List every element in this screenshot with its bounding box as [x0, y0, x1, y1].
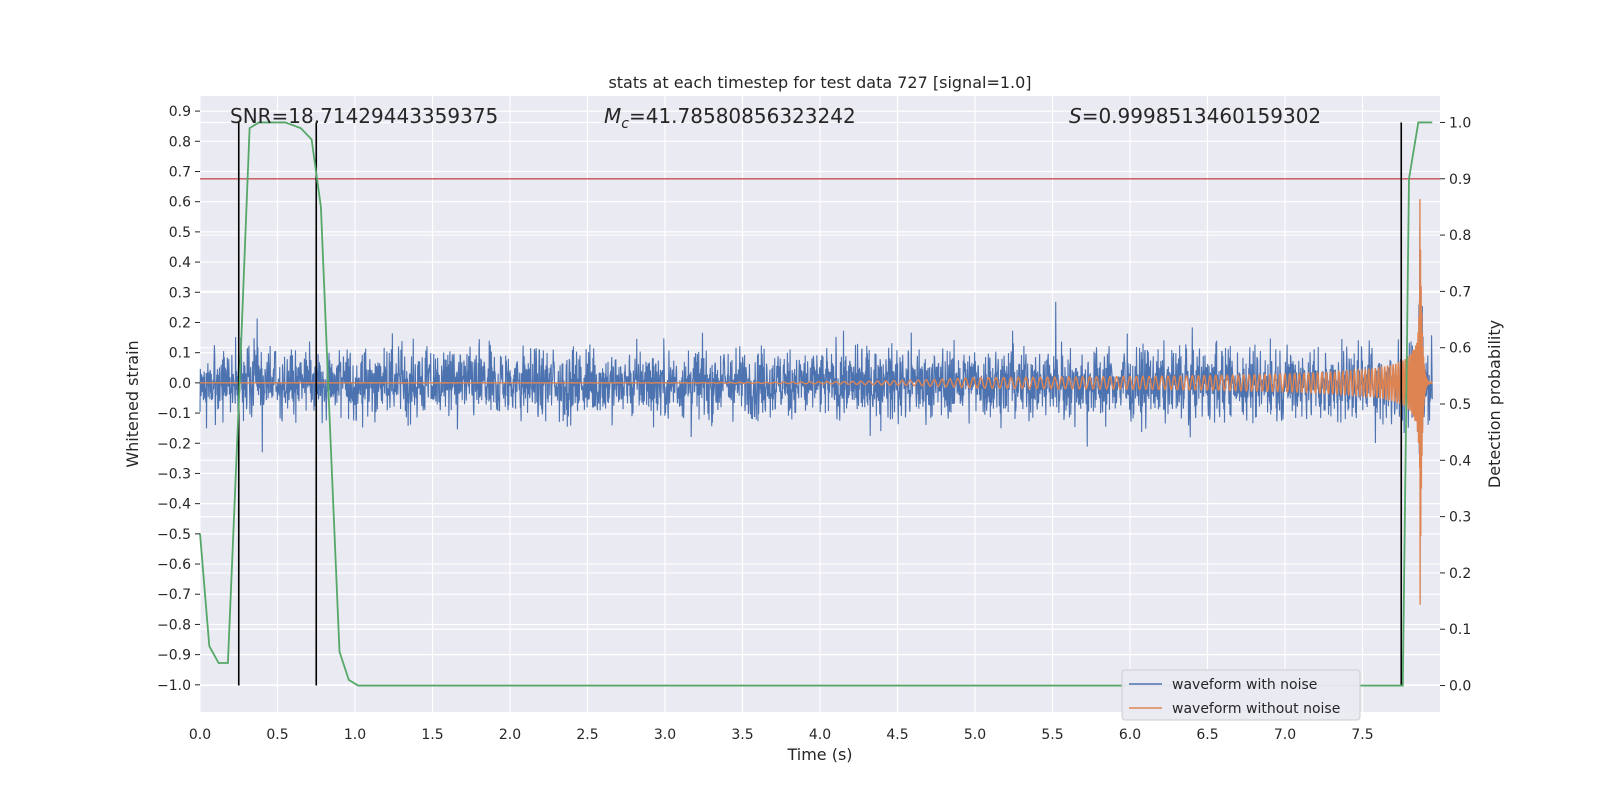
y-tick-label: −0.1: [157, 406, 191, 422]
x-tick-label: 3.0: [654, 727, 676, 743]
y2-tick-label: 0.4: [1449, 453, 1471, 469]
x-axis-label: Time (s): [786, 745, 852, 764]
chirp-mass-subscript: c: [621, 116, 629, 132]
x-tick-label: 7.5: [1351, 727, 1373, 743]
x-tick-label: 1.0: [344, 727, 366, 743]
x-tick-label: 5.0: [964, 727, 986, 743]
y-tick-label: −0.5: [157, 527, 191, 543]
y-tick-label: 0.4: [169, 255, 191, 271]
y-tick-label: −0.9: [157, 648, 191, 664]
y-tick-label: −0.2: [157, 436, 191, 452]
x-tick-label: 0.5: [266, 727, 288, 743]
y-tick-label: 0.8: [169, 134, 191, 150]
x-tick-labels: 0.0 0.5 1.0 1.5 2.0 2.5 3.0 3.5 4.0 4.5 5.0 5.5 6.0 6…: [189, 727, 1374, 743]
chirp-mass-value: =41.78580856323242: [629, 104, 856, 128]
chirp-mass-annotation: Mc=41.78580856323242: [604, 104, 856, 132]
x-tick-label: 5.5: [1041, 727, 1063, 743]
y-axis-label: Whitened strain: [123, 340, 142, 467]
noisy-waveform-line: [199, 224, 1433, 478]
x-tick-label: 4.0: [809, 727, 831, 743]
y2-tick-label: 1.0: [1449, 115, 1471, 131]
y2-tick-label: 0.2: [1449, 566, 1471, 582]
y2-tick-label: 0.6: [1449, 341, 1471, 357]
significance-symbol: S: [1069, 104, 1082, 128]
x-tick-label: 6.5: [1196, 727, 1218, 743]
y-tick-label: −1.0: [157, 678, 191, 694]
y2-tick-label: 0.8: [1449, 228, 1471, 244]
legend-label-clean: waveform without noise: [1172, 701, 1340, 717]
significance-value: =0.9998513460159302: [1082, 104, 1321, 128]
probability-line: [199, 121, 1433, 687]
y2-tick-label: 0.5: [1449, 397, 1471, 413]
chirp-mass-symbol: M: [604, 104, 621, 128]
x-tick-label: 1.5: [421, 727, 443, 743]
y2-tick-label: 0.3: [1449, 510, 1471, 526]
x-tick-label: 3.5: [731, 727, 753, 743]
y-tick-label: −0.6: [157, 557, 191, 573]
clean-waveform-line: [200, 199, 1433, 605]
y-tick-label: 0.9: [169, 104, 191, 120]
series-waveform-with-noise: [199, 224, 1433, 478]
y2-tick-label: 0.1: [1449, 622, 1471, 638]
y2-tick-label: 0.0: [1449, 679, 1471, 695]
series-detection-probability: [199, 121, 1433, 687]
y-tick-label: 0.3: [169, 285, 191, 301]
y-tick-labels: 0.9 0.8 0.7 0.6 0.5 0.4 0.3 0.2 0.1 0.0 −0.1 −0.2 −0…: [157, 104, 200, 694]
y-tick-label: −0.7: [157, 587, 191, 603]
x-tick-label: 0.0: [189, 727, 211, 743]
x-tick-label: 2.0: [499, 727, 521, 743]
y-tick-label: 0.2: [169, 315, 191, 331]
y-tick-label: −0.3: [157, 466, 191, 482]
x-tick-label: 7.0: [1274, 727, 1296, 743]
y-tick-label: 0.7: [169, 164, 191, 180]
y2-tick-label: 0.9: [1449, 172, 1471, 188]
y-tick-label: −0.4: [157, 497, 191, 513]
x-tick-label: 4.5: [886, 727, 908, 743]
x-tick-label: 2.5: [576, 727, 598, 743]
y2-tick-labels: 1.0 0.9 0.8 0.7 0.6 0.5 0.4 0.3 0.2 0.1 0.0: [1440, 115, 1471, 695]
snr-annotation: SNR=18.71429443359375: [230, 104, 498, 128]
x-tick-label: 6.0: [1119, 727, 1141, 743]
y2-tick-label: 0.7: [1449, 284, 1471, 300]
significance-annotation: S=0.9998513460159302: [1069, 104, 1321, 128]
y-tick-label: −0.8: [157, 617, 191, 633]
y2-axis-label: Detection probability: [1485, 320, 1504, 488]
y-tick-label: 0.1: [169, 346, 191, 362]
legend: waveform with noise waveform without noi…: [1121, 669, 1361, 721]
series-waveform-without-noise: [200, 199, 1433, 605]
legend-label-noise: waveform with noise: [1172, 677, 1317, 693]
chart-title: stats at each timestep for test data 727…: [608, 73, 1031, 92]
y-tick-label: 0.0: [169, 376, 191, 392]
y-tick-label: 0.6: [169, 195, 191, 211]
y-tick-label: 0.5: [169, 225, 191, 241]
